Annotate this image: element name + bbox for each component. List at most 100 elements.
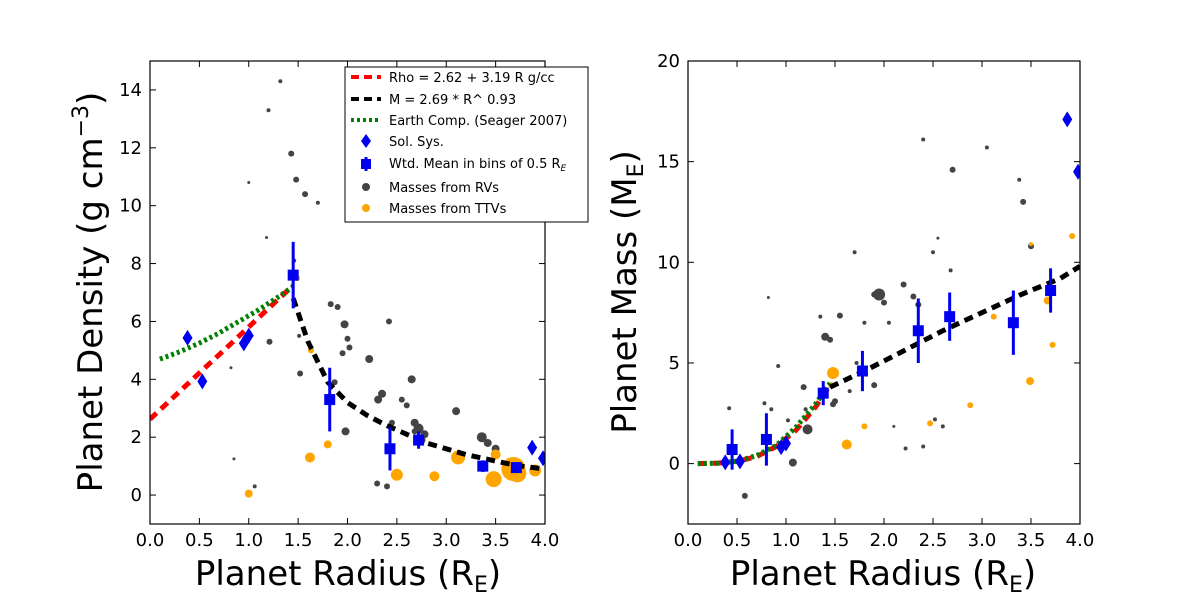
legend-label-rho: Rho = 2.62 + 3.19 R g/cc — [389, 71, 555, 86]
legend-label-earth: Earth Comp. (Seager 2007) — [389, 114, 567, 129]
density-scatter-point — [452, 407, 461, 416]
mass-scatter-point — [862, 320, 867, 325]
mass-scatter-point — [802, 424, 813, 435]
mass-scatter-point — [990, 313, 997, 320]
mass-mean-square — [1007, 317, 1019, 329]
density-scatter-point — [378, 389, 387, 398]
mass-mean-square — [912, 325, 924, 337]
mass-scatter-point — [769, 407, 774, 412]
density-scatter-point — [490, 449, 501, 460]
mass-solsys-diamond — [734, 453, 745, 470]
mass-solsys-diamond — [1062, 111, 1073, 128]
density-x-tick-label: 4.0 — [531, 530, 560, 551]
density-mean-square — [477, 460, 489, 472]
mass-scatter-point — [1069, 233, 1076, 240]
density-scatter-point — [315, 200, 320, 205]
mass-y-tick-label: 20 — [657, 51, 680, 72]
mass-scatter-point — [741, 492, 748, 499]
mass-scatter-point — [967, 402, 974, 409]
mass-scatter-point — [762, 401, 767, 406]
density-x-axis-title: Planet Radius (RE) — [195, 554, 501, 598]
density-scatter-point — [344, 335, 351, 342]
mass-scatter-point — [827, 336, 834, 343]
density-mean-square — [510, 462, 522, 474]
mass-mean-square — [726, 444, 738, 456]
density-scatter-point — [331, 379, 338, 386]
density-scatter-point — [244, 489, 253, 498]
density-y-tick-label: 4 — [131, 369, 142, 390]
density-y-tick-label: 2 — [131, 427, 142, 448]
legend: Rho = 2.62 + 3.19 R g/cc M = 2.69 * R^ 0… — [344, 66, 589, 223]
mass-x-tick-label: 3.5 — [1017, 530, 1046, 551]
mass-x-tick-label: 0.5 — [723, 530, 752, 551]
legend-swatch-mean — [361, 159, 371, 169]
mass-fit-line — [829, 264, 1080, 390]
density-fit-line — [159, 284, 295, 362]
mass-ticks: 0.0 0.5 1.0 1.5 2.0 2.5 3.0 3.5 4.0 0 5 10 15 20 — [657, 51, 1094, 551]
density-scatter-point — [340, 320, 349, 329]
mass-scatter-point — [949, 166, 956, 173]
density-scatter-point — [293, 176, 300, 183]
mass-scatter-point — [948, 268, 953, 273]
mass-scatter-point — [984, 145, 989, 150]
mass-scatter-point — [921, 137, 926, 142]
mass-scatter-point — [886, 320, 891, 325]
mass-scatter-point — [788, 458, 797, 467]
density-y-tick-label: 14 — [119, 80, 142, 101]
mass-scatter-point — [1020, 198, 1027, 205]
density-scatter-point — [346, 344, 353, 351]
mass-scatter-point — [1049, 341, 1056, 348]
mass-plot-area — [697, 111, 1080, 499]
density-scatter-point — [339, 350, 346, 357]
density-x-tick-label: 0.5 — [185, 530, 214, 551]
density-scatter-point — [407, 375, 416, 384]
mass-mean-square — [1045, 284, 1057, 296]
density-scatter-point — [229, 366, 233, 370]
legend-box — [344, 66, 589, 223]
mass-scatter-point — [1026, 377, 1035, 386]
mass-x-tick-label: 1.0 — [772, 530, 801, 551]
density-x-tick-label: 1.5 — [284, 530, 313, 551]
mass-x-tick-label: 2.0 — [870, 530, 899, 551]
mass-scatter-point — [931, 250, 935, 255]
mass-scatter-point — [854, 360, 859, 365]
density-scatter-point — [327, 301, 334, 308]
density-scatter-point — [374, 395, 383, 404]
density-x-tick-label: 1.0 — [234, 530, 263, 551]
legend-label-mean: Wtd. Mean in bins of 0.5 RE — [389, 157, 567, 174]
mass-scatter-point — [910, 293, 917, 300]
mass-scatter-point — [832, 398, 838, 405]
mass-scatter-point — [1029, 242, 1033, 247]
mass-scatter-point — [800, 384, 807, 391]
mass-scatter-point — [892, 424, 896, 428]
density-scatter-point — [411, 428, 418, 435]
density-scatter-point — [266, 108, 271, 113]
mass-x-tick-label: 2.5 — [919, 530, 948, 551]
mass-x-tick-label: 1.5 — [821, 530, 850, 551]
mass-scatter-point — [900, 281, 907, 288]
legend-swatch-ttv — [362, 204, 370, 212]
density-y-tick-label: 12 — [119, 138, 142, 159]
mass-scatter-point — [1017, 177, 1022, 182]
density-scatter-point — [297, 370, 304, 377]
mass-x-axis-title: Planet Radius (RE) — [730, 554, 1036, 598]
density-mean-square — [413, 434, 425, 446]
density-scatter-point — [403, 402, 410, 409]
mass-scatter-point — [766, 296, 770, 300]
density-solsys-diamond — [243, 327, 254, 344]
mass-solsys-diamond — [720, 454, 731, 471]
mass-y-tick-label: 15 — [657, 152, 680, 173]
density-scatter-point — [390, 468, 403, 481]
density-x-tick-label: 2.5 — [383, 530, 412, 551]
mass-mean-square — [760, 433, 772, 445]
mass-scatter-point — [881, 299, 887, 306]
mass-x-tick-label: 0.0 — [674, 530, 703, 551]
density-scatter-point — [252, 484, 257, 489]
mass-scatter-point — [873, 288, 886, 301]
density-scatter-point — [278, 79, 283, 84]
density-scatter-point — [265, 236, 269, 240]
density-ticks: 0.0 0.5 1.0 1.5 2.0 2.5 3.0 3.5 4.0 0 2 4 6 8 10 12 14 — [119, 61, 559, 551]
density-y-tick-label: 8 — [131, 254, 142, 275]
legend-label-ttv: Masses from TTVs — [389, 202, 507, 217]
mass-scatter-point — [861, 423, 868, 430]
